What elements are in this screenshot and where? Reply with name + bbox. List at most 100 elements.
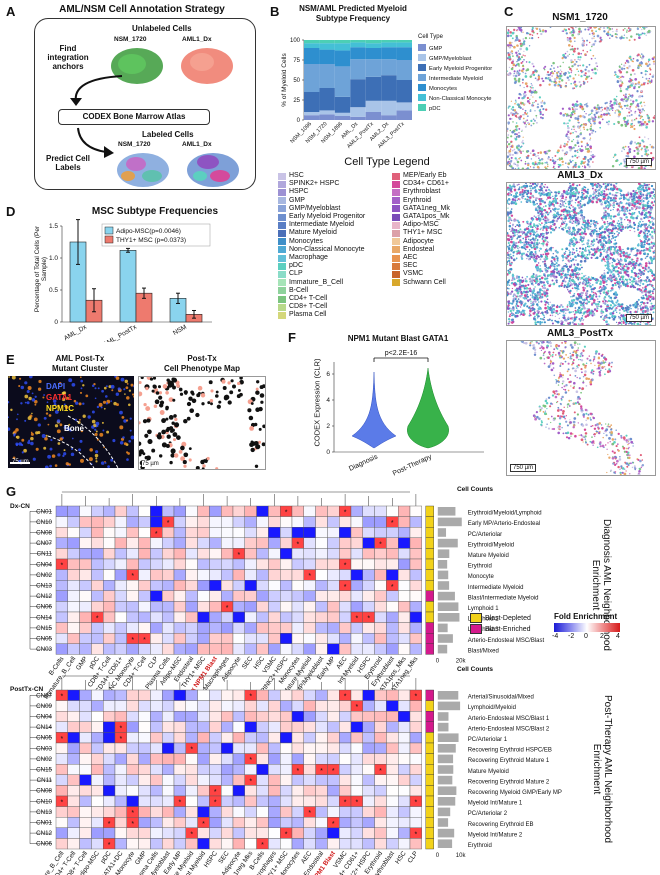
cell-dot xyxy=(631,324,633,325)
cell-dot xyxy=(558,208,560,210)
cell-dot xyxy=(583,166,587,169)
cell-dot xyxy=(532,166,535,169)
cell-dot xyxy=(623,198,625,201)
cell-dot xyxy=(543,316,546,319)
cell-dot xyxy=(544,219,547,222)
cell-dot xyxy=(612,236,615,239)
cell-dot xyxy=(638,277,640,280)
cell-dot xyxy=(600,110,602,113)
cell-dot xyxy=(611,28,613,30)
cell-dot xyxy=(568,302,572,305)
cell-dot xyxy=(639,225,643,228)
cell-dot xyxy=(591,200,594,204)
bar-segment xyxy=(334,43,351,51)
cell-dot xyxy=(640,291,644,294)
cell-dot xyxy=(630,269,633,272)
cell-dot xyxy=(508,45,512,49)
cell-dot xyxy=(563,154,566,156)
y-tick-label: 25 xyxy=(293,98,300,104)
cell-dot xyxy=(645,62,648,66)
cell-dot xyxy=(516,199,518,201)
cell-dot xyxy=(551,256,554,259)
cell-dot xyxy=(579,309,582,312)
cell-dot xyxy=(538,275,541,278)
cell-dot xyxy=(556,320,560,324)
cell-dot xyxy=(651,227,654,229)
legend-swatch xyxy=(418,74,426,81)
cell-dot xyxy=(571,155,574,158)
cell-dot xyxy=(511,314,513,317)
cell-dot xyxy=(507,318,510,321)
cell-dot xyxy=(589,285,592,288)
cell-dot xyxy=(514,114,518,118)
cell-dot xyxy=(589,225,592,228)
cell-dot xyxy=(575,85,578,88)
cell-dot xyxy=(518,193,522,196)
cell-dot xyxy=(574,163,577,166)
cell-dot xyxy=(538,188,540,191)
cell-dot xyxy=(608,109,611,111)
cell-dot xyxy=(564,202,567,205)
cell-dot xyxy=(533,256,536,259)
cell-dot xyxy=(544,306,547,310)
cell-dot xyxy=(596,305,599,308)
cell-dot xyxy=(576,217,579,219)
cell-dot xyxy=(525,238,527,241)
cell-dot xyxy=(615,30,618,33)
cell-dot xyxy=(578,81,581,83)
cell-dot xyxy=(514,202,518,206)
cell-dot xyxy=(554,263,556,266)
cell-dot xyxy=(580,278,582,280)
cell-dot xyxy=(522,150,524,152)
cell-dot xyxy=(560,310,563,313)
cell-dot xyxy=(514,74,518,78)
cell-dot xyxy=(534,183,537,185)
cell-dot xyxy=(511,302,514,305)
cell-dot xyxy=(623,160,626,163)
cell-dot xyxy=(585,292,589,295)
cell-dot xyxy=(546,319,549,321)
cell-dot xyxy=(553,207,557,211)
cell-dot xyxy=(509,189,512,192)
bar-segment xyxy=(350,47,366,60)
cell-dot xyxy=(507,231,509,235)
cell-dot xyxy=(629,29,631,32)
cell-dot xyxy=(640,257,643,260)
cell-dot xyxy=(628,256,631,259)
cell-dot xyxy=(581,105,584,108)
cell-dot xyxy=(521,276,524,279)
cell-dot xyxy=(520,101,522,104)
cell-dot xyxy=(509,148,512,150)
cell-dot xyxy=(652,257,655,261)
cell-dot xyxy=(563,205,565,207)
cell-dot xyxy=(583,116,586,119)
cell-dot xyxy=(623,258,627,261)
cell-dot xyxy=(622,36,625,39)
cell-dot xyxy=(605,108,609,112)
tissue-image-nsm: 750 µm xyxy=(506,26,656,170)
cell-dot xyxy=(619,316,622,319)
cell-dot xyxy=(608,306,611,310)
cell-dot xyxy=(614,239,617,242)
cell-dot xyxy=(507,215,509,217)
cell-dot xyxy=(645,247,647,249)
cell-dot xyxy=(568,265,572,269)
cell-dot xyxy=(614,284,617,286)
cell-dot xyxy=(591,302,593,305)
cell-dot xyxy=(635,147,637,149)
bar-segment xyxy=(304,40,320,44)
cell-dot xyxy=(544,29,547,33)
cell-dot xyxy=(619,192,622,195)
cell-dot xyxy=(587,276,590,279)
cell-dot xyxy=(622,29,625,31)
cell-dot xyxy=(646,27,648,28)
cell-dot xyxy=(586,39,589,42)
cell-dot xyxy=(641,266,645,270)
cell-dot xyxy=(653,193,655,196)
cell-dot xyxy=(513,162,516,165)
cell-dot xyxy=(646,201,649,204)
cell-dot xyxy=(539,185,542,189)
cell-dot xyxy=(529,98,531,101)
cell-dot xyxy=(598,185,602,189)
cell-dot xyxy=(510,230,512,232)
